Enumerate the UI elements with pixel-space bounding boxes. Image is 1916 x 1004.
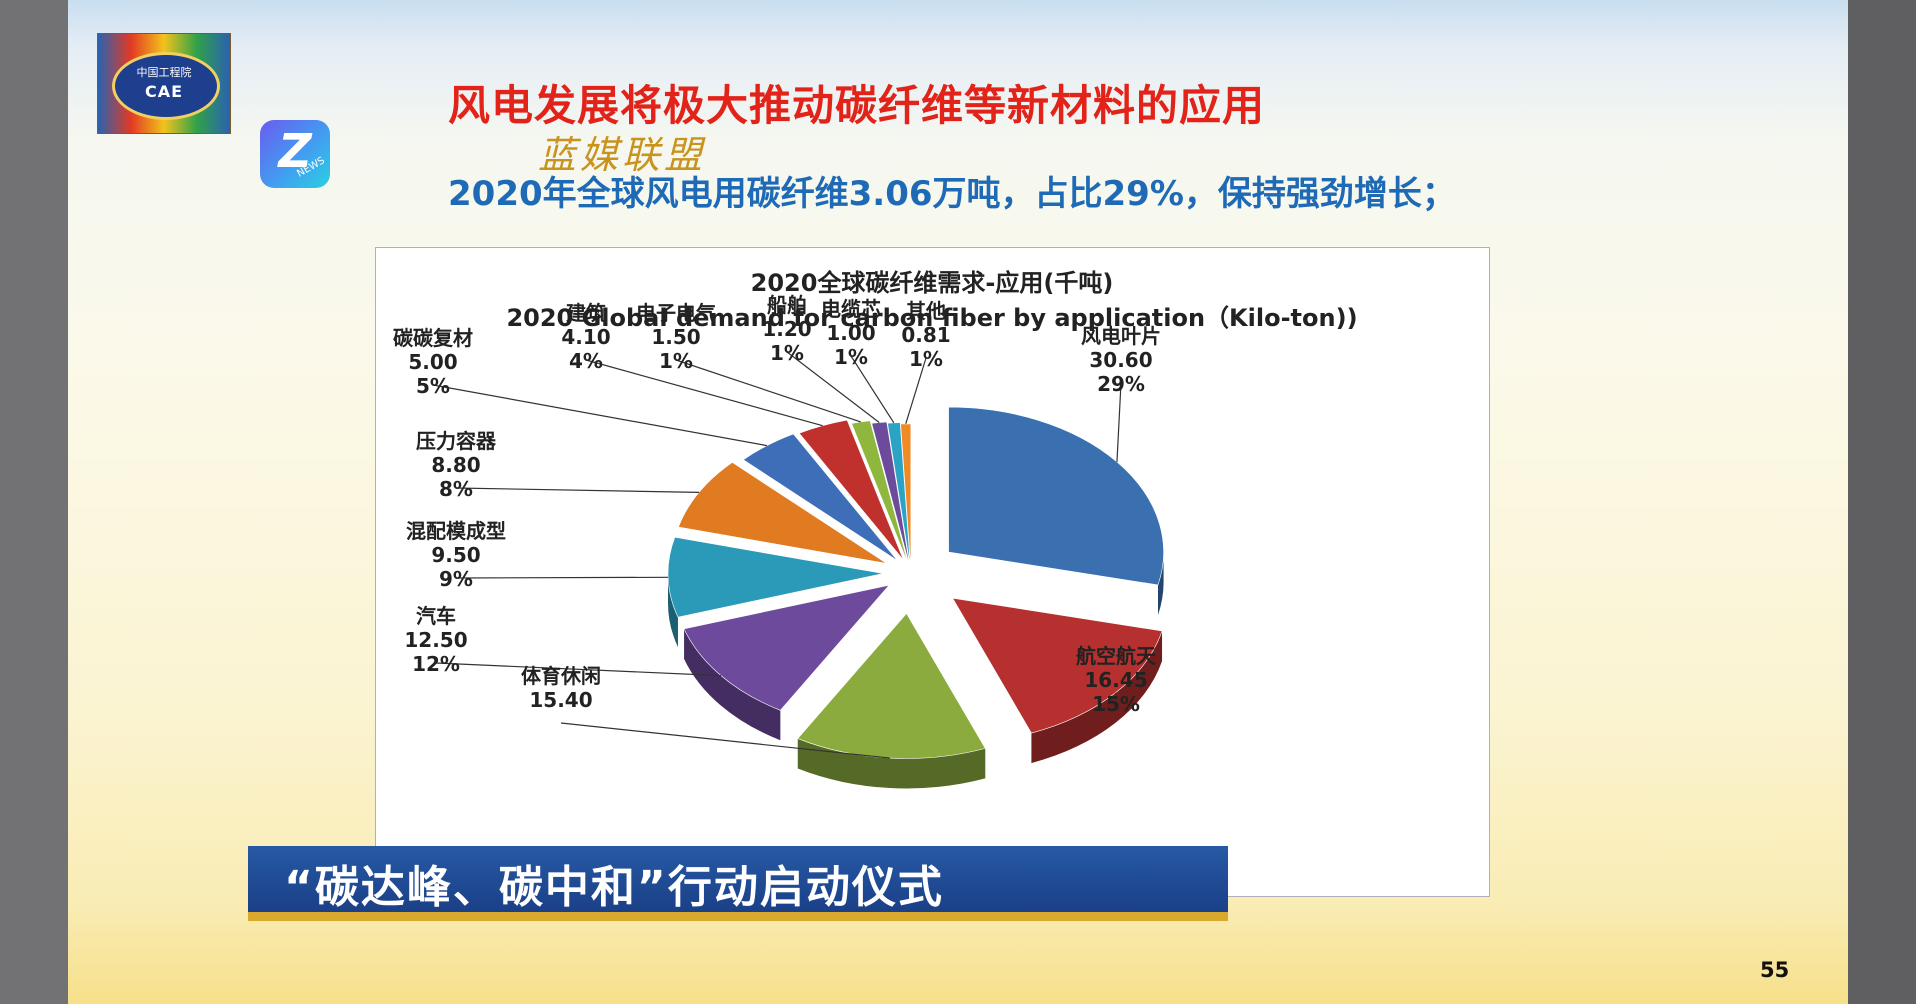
slice-side-2 xyxy=(797,738,986,789)
pie-slice-0 xyxy=(948,406,1164,586)
leader-line-7 xyxy=(585,359,823,427)
pie-slice-7 xyxy=(798,419,904,561)
leader-line-3 xyxy=(435,662,722,677)
slice-value-8: 1.50 xyxy=(651,325,700,349)
pie-slice-3 xyxy=(683,584,890,711)
slice-value-1: 16.45 xyxy=(1084,668,1147,692)
watermark-text: 蓝媒联盟 xyxy=(538,133,707,177)
leader-line-0 xyxy=(1116,382,1122,462)
slice-percent-0: 29% xyxy=(1097,372,1145,396)
pie-slice-10 xyxy=(887,422,911,568)
leader-line-11 xyxy=(905,357,927,425)
slice-value-4: 9.50 xyxy=(431,543,480,567)
news-channel-logo: Z NEWS xyxy=(260,120,330,188)
news-ticker-accent xyxy=(248,912,1228,921)
cae-logo-cn-text: 中国工程院 xyxy=(136,66,192,79)
slide-subtitle: 2020年全球风电用碳纤维3.06万吨，占比29%，保持强劲增长； xyxy=(448,174,1456,214)
news-ticker-text: “碳达峰、碳中和”行动启动仪式 xyxy=(284,862,944,913)
page-number: 55 xyxy=(1760,958,1790,982)
slice-percent-10: 1% xyxy=(834,345,868,369)
chart-title-cn: 2020全球碳纤维需求-应用(千吨) xyxy=(751,269,1114,297)
slice-value-2: 15.40 xyxy=(529,688,592,712)
cae-logo: 中国工程院 CAE xyxy=(97,33,231,134)
slice-percent-3: 12% xyxy=(412,652,460,676)
slice-value-6: 5.00 xyxy=(408,350,457,374)
slice-label-2: 体育休闲 xyxy=(521,664,601,688)
pie-chart: 2020全球碳纤维需求-应用(千吨) 2020 Global demand fo… xyxy=(393,269,1358,789)
slice-label-1: 航空航天 xyxy=(1076,644,1157,668)
pie-chart-panel: 2020全球碳纤维需求-应用(千吨) 2020 Global demand fo… xyxy=(375,247,1490,897)
video-right-border xyxy=(1848,0,1916,1004)
slice-label-11: 其他 xyxy=(906,299,946,323)
pie-slice-9 xyxy=(871,421,910,567)
slide-title: 风电发展将极大推动碳纤维等新材料的应用 xyxy=(448,81,1266,130)
leader-line-10 xyxy=(850,355,895,424)
slice-side-4 xyxy=(668,573,678,648)
slice-value-9: 1.20 xyxy=(762,317,811,341)
video-left-border xyxy=(0,0,68,1004)
slice-label-7: 建筑 xyxy=(566,301,606,325)
slice-percent-4: 9% xyxy=(439,567,473,591)
pie-slice-4 xyxy=(667,536,884,618)
slice-value-3: 12.50 xyxy=(404,628,467,652)
slice-value-0: 30.60 xyxy=(1089,348,1152,372)
cae-logo-emblem xyxy=(112,52,220,120)
slice-percent-11: 1% xyxy=(909,347,943,371)
news-ticker-bar xyxy=(248,846,1228,914)
slice-label-0: 风电叶片 xyxy=(1081,324,1161,348)
pie-slice-11 xyxy=(900,423,912,569)
news-logo-z-icon: Z xyxy=(278,124,312,178)
leader-line-9 xyxy=(786,351,880,424)
slice-label-6: 碳碳复材 xyxy=(393,326,473,350)
slice-value-11: 0.81 xyxy=(901,323,950,347)
leader-line-6 xyxy=(432,384,768,447)
chart-title-en: 2020 Global demand for carbon fiber by a… xyxy=(506,304,1357,332)
slice-percent-9: 1% xyxy=(770,341,804,365)
slice-percent-7: 4% xyxy=(569,349,603,373)
slice-label-8: 电子电气 xyxy=(636,301,716,325)
slice-label-5: 压力容器 xyxy=(416,429,497,453)
pie-slice-8 xyxy=(851,420,909,564)
slice-side-0 xyxy=(1158,552,1164,615)
slice-value-10: 1.00 xyxy=(826,321,875,345)
slice-percent-5: 8% xyxy=(439,477,473,501)
leader-line-4 xyxy=(455,576,669,579)
leader-line-5 xyxy=(455,487,700,493)
slice-percent-6: 5% xyxy=(416,374,450,398)
slice-percent-1: 15% xyxy=(1092,692,1140,716)
leader-line-1 xyxy=(1114,692,1117,704)
slice-side-1 xyxy=(1031,630,1163,764)
leader-lines xyxy=(432,351,1122,759)
slice-label-3: 汽车 xyxy=(416,604,456,628)
leader-line-2 xyxy=(560,722,890,759)
slice-label-9: 船舶 xyxy=(767,293,807,317)
slice-percent-8: 1% xyxy=(659,349,693,373)
slice-value-7: 4.10 xyxy=(561,325,610,349)
cae-logo-text: CAE xyxy=(144,82,184,101)
slice-label-10: 电缆芯 xyxy=(821,297,881,321)
slice-label-4: 混配模成型 xyxy=(406,519,506,543)
slice-value-5: 8.80 xyxy=(431,453,480,477)
pie-slice-6 xyxy=(742,433,898,562)
leader-line-8 xyxy=(675,359,861,423)
presentation-slide: 中国工程院 CAE Z NEWS 风电发展将极大推动碳纤维等新材料的应用 蓝媒联… xyxy=(68,0,1848,1004)
pie-slices xyxy=(667,406,1164,759)
